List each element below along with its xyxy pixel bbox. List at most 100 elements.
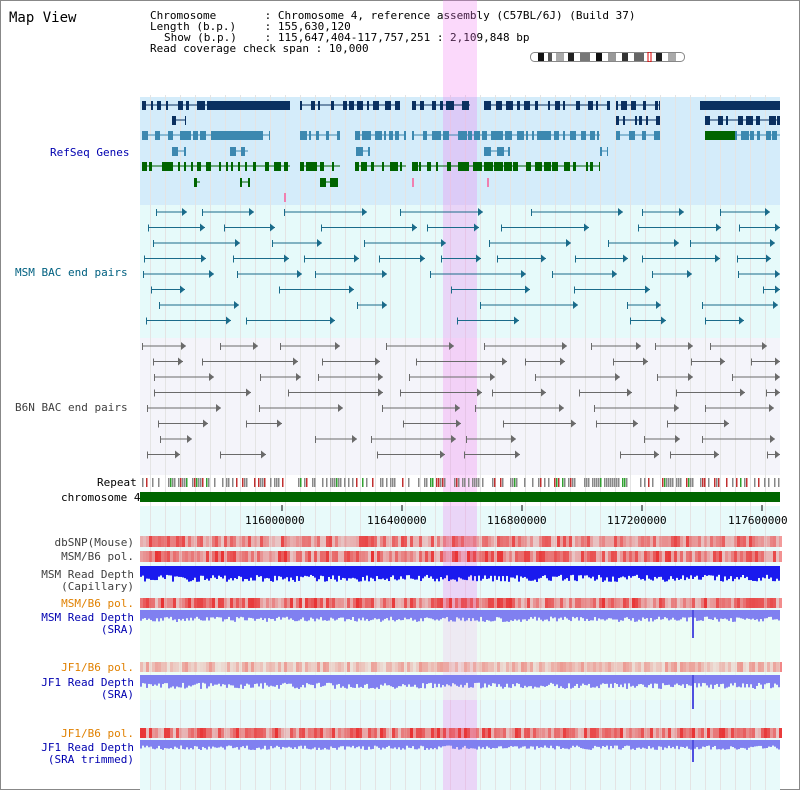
msm-b6-pol2-heat xyxy=(401,598,404,608)
jf1-depth-sra xyxy=(526,675,528,688)
track-label-chrom[interactable]: chromosome 4 xyxy=(61,491,141,504)
jf1-depth-trim xyxy=(706,740,708,746)
jf1-b6-pol2-heat xyxy=(569,728,572,738)
jf1-depth-sra xyxy=(706,675,708,686)
jf1-depth-sra xyxy=(292,675,294,687)
msm-depth-cap xyxy=(754,566,756,581)
msm-depth-sra xyxy=(592,610,594,621)
msm-depth-cap xyxy=(208,566,210,581)
msm-b6-pol-heat xyxy=(215,551,218,562)
grid-line xyxy=(750,95,751,790)
msm-depth-cap xyxy=(476,566,478,582)
jf1-b6-pol2-heat xyxy=(575,728,578,738)
track-label-msm-b6-pol[interactable]: MSM/B6 pol. xyxy=(61,550,134,563)
jf1-depth-trim xyxy=(466,740,468,749)
track-label-msm-depth-sra[interactable]: MSM Read Depth xyxy=(41,611,134,624)
repeat-element xyxy=(668,478,670,487)
dbsnp-heat xyxy=(203,536,206,547)
jf1-depth-trim xyxy=(748,740,750,748)
jf1-depth-trim xyxy=(564,740,566,749)
msm-b6-pol2-heat xyxy=(428,598,431,608)
track-label-jf1-depth-sra[interactable]: JF1 Read Depth xyxy=(41,676,134,689)
msm-b6-pol-heat xyxy=(614,551,617,562)
msm-depth-sra xyxy=(384,610,386,619)
b6n-bac-end xyxy=(775,388,780,397)
msm-depth-cap xyxy=(280,566,282,577)
jf1-depth-sra xyxy=(250,675,252,688)
msm-depth-sra xyxy=(726,610,728,620)
dbsnp-heat xyxy=(635,536,638,547)
refseq-gene-exon xyxy=(581,131,586,140)
msm-depth-sra xyxy=(608,610,610,619)
jf1-depth-sra xyxy=(410,675,412,687)
msm-bac-end xyxy=(284,209,285,216)
jf1-depth-sra xyxy=(246,675,248,684)
track-label-msm-b6-pol-2[interactable]: MSM/B6 pol. xyxy=(61,597,134,610)
track-label-refseq[interactable]: RefSeq Genes xyxy=(50,146,130,159)
grid-line xyxy=(720,95,721,790)
msm-b6-pol-heat xyxy=(554,551,557,562)
jf1-depth-sra xyxy=(616,675,618,685)
msm-b6-pol2-heat xyxy=(413,598,416,608)
jf1-depth-trim xyxy=(580,740,582,749)
jf1-depth-sra xyxy=(738,675,740,687)
refseq-gene-exon xyxy=(368,147,370,156)
jf1-depth-trim xyxy=(400,740,402,750)
msm-depth-sra xyxy=(306,610,308,622)
jf1-depth-sra xyxy=(682,675,684,685)
b6n-bac-end xyxy=(400,389,401,397)
msm-depth-sra xyxy=(636,610,638,622)
msm-b6-pol2-heat xyxy=(392,598,395,608)
msm-depth-sra xyxy=(650,610,652,618)
msm-b6-pol-heat xyxy=(560,551,563,562)
jf1-depth-trim xyxy=(482,740,484,748)
jf1-depth-trim xyxy=(350,740,352,748)
msm-depth-sra xyxy=(256,610,258,619)
jf1-depth-trim xyxy=(752,740,754,748)
dbsnp-heat xyxy=(653,536,656,547)
repeat-element xyxy=(336,478,338,487)
dbsnp-heat xyxy=(335,536,338,547)
track-label-jf1-b6-pol[interactable]: JF1/B6 pol. xyxy=(61,661,134,674)
jf1-depth-trim xyxy=(666,740,668,749)
msm-b6-pol2-heat xyxy=(539,598,542,608)
track-label-repeat[interactable]: Repeat xyxy=(97,476,137,489)
jf1-depth-sra xyxy=(298,675,300,689)
msm-b6-pol-heat xyxy=(164,551,167,562)
jf1-depth-trim xyxy=(578,740,580,747)
jf1-depth-trim xyxy=(588,740,590,750)
track-label-dbsnp[interactable]: dbSNP(Mouse) xyxy=(54,536,134,549)
msm-depth-cap xyxy=(374,566,376,582)
msm-b6-pol2-heat xyxy=(356,598,359,608)
jf1-depth-sra xyxy=(576,675,578,684)
track-label-b6n-bac[interactable]: B6N BAC end pairs xyxy=(15,401,128,414)
b6n-bac-end xyxy=(416,358,417,366)
dbsnp-heat xyxy=(389,536,392,547)
track-label-jf1-b6-pol-2[interactable]: JF1/B6 pol. xyxy=(61,727,134,740)
dbsnp-heat xyxy=(167,536,170,547)
refseq-gene-exon xyxy=(484,162,488,171)
refseq-gene-exon xyxy=(750,131,754,140)
dbsnp-heat xyxy=(527,536,530,547)
jf1-depth-trim xyxy=(724,740,726,750)
msm-b6-pol2-heat xyxy=(227,598,230,608)
track-label-msm-bac[interactable]: MSM BAC end pairs xyxy=(15,266,128,279)
msm-b6-pol2-heat xyxy=(305,598,308,608)
refseq-gene-exon xyxy=(646,116,648,125)
msm-b6-pol-heat xyxy=(668,551,671,562)
chromosome-ideogram[interactable] xyxy=(530,52,685,62)
jf1-depth-trim xyxy=(294,740,296,748)
jf1-depth-sra xyxy=(548,675,550,685)
jf1-depth-trim xyxy=(338,740,340,748)
msm-depth-sra xyxy=(214,610,216,619)
msm-depth-sra xyxy=(728,610,730,621)
msm-depth-cap xyxy=(586,566,588,576)
track-label-msm-depth-cap[interactable]: MSM Read Depth xyxy=(41,568,134,581)
track-label-jf1-depth-trim[interactable]: JF1 Read Depth xyxy=(41,741,134,754)
msm-b6-pol-heat xyxy=(284,551,287,562)
b6n-bac-end xyxy=(464,451,465,459)
jf1-depth-trim xyxy=(602,740,604,747)
jf1-depth-trim xyxy=(514,740,516,747)
jf1-depth-trim xyxy=(574,740,576,748)
